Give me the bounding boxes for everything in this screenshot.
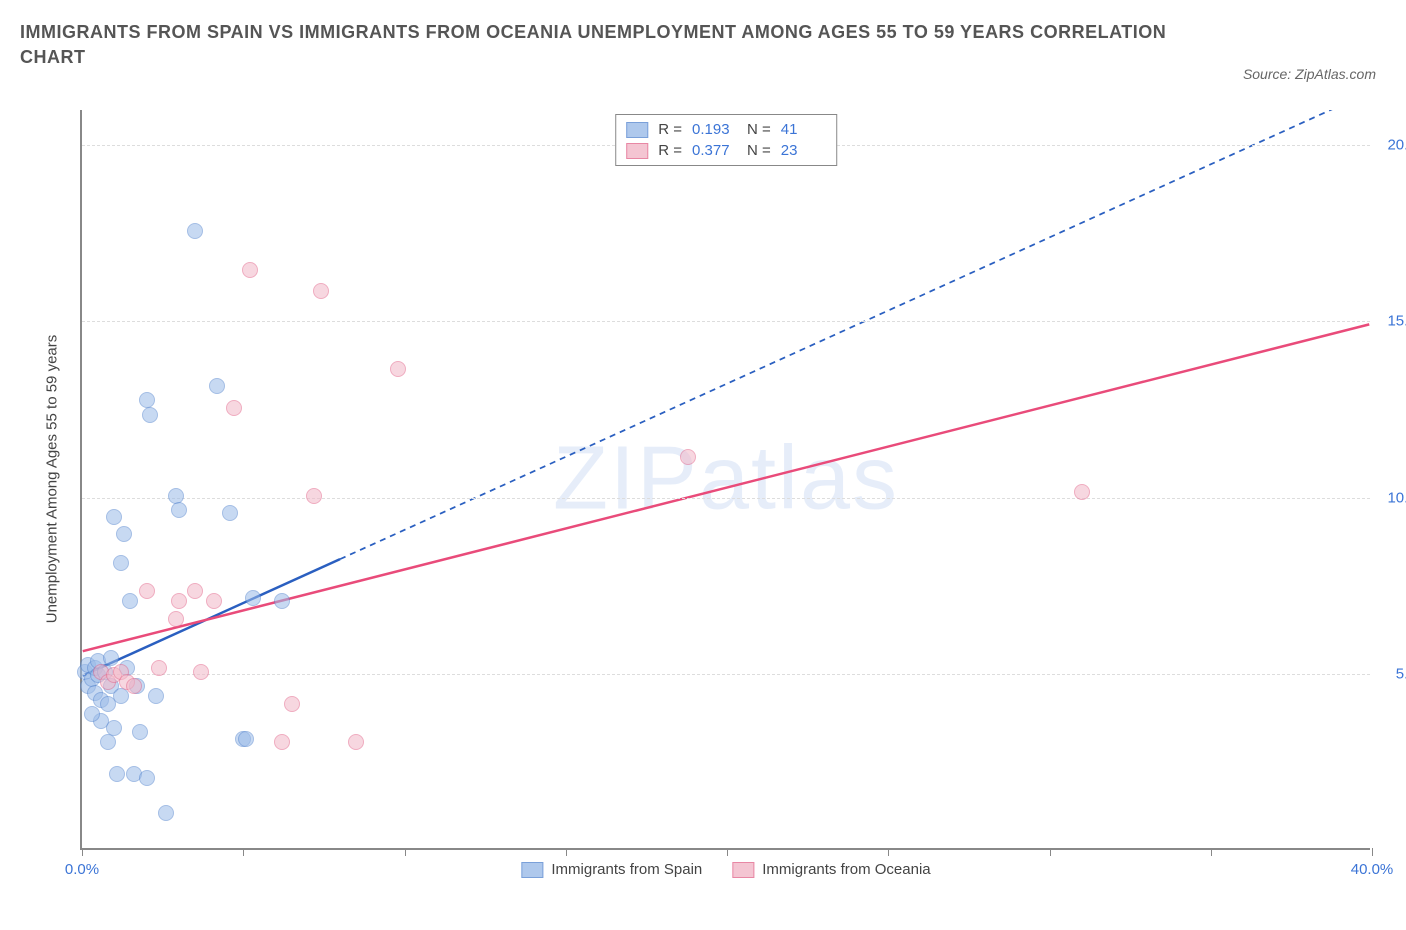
n-label: N = — [747, 121, 771, 138]
x-tick — [1372, 848, 1373, 856]
data-point — [168, 611, 184, 627]
data-point — [348, 734, 364, 750]
data-point — [680, 449, 696, 465]
data-point — [187, 223, 203, 239]
source-attribution: Source: ZipAtlas.com — [1243, 66, 1376, 82]
data-point — [109, 766, 125, 782]
n-value-spain: 41 — [781, 121, 826, 138]
legend-bottom: Immigrants from Spain Immigrants from Oc… — [521, 861, 930, 878]
data-point — [274, 734, 290, 750]
swatch-oceania — [626, 143, 648, 159]
data-point — [1074, 484, 1090, 500]
legend-stats-row-spain: R = 0.193 N = 41 — [626, 119, 826, 140]
data-point — [142, 407, 158, 423]
data-point — [390, 361, 406, 377]
data-point — [158, 805, 174, 821]
data-point — [103, 650, 119, 666]
data-point — [139, 583, 155, 599]
data-point — [226, 400, 242, 416]
data-point — [171, 502, 187, 518]
x-tick — [243, 848, 244, 856]
data-point — [238, 731, 254, 747]
chart-title: IMMIGRANTS FROM SPAIN VS IMMIGRANTS FROM… — [20, 20, 1386, 70]
y-tick-label: 10.0% — [1375, 489, 1406, 506]
r-label: R = — [658, 142, 682, 159]
data-point — [206, 593, 222, 609]
x-tick — [727, 848, 728, 856]
gridline — [82, 321, 1370, 322]
y-axis-label: Unemployment Among Ages 55 to 59 years — [44, 335, 61, 624]
data-point — [100, 734, 116, 750]
data-point — [116, 526, 132, 542]
data-point — [113, 688, 129, 704]
x-tick-label: 0.0% — [65, 861, 99, 878]
legend-stats-box: R = 0.193 N = 41 R = 0.377 N = 23 — [615, 114, 837, 166]
x-tick — [1211, 848, 1212, 856]
data-point — [245, 590, 261, 606]
gridline — [82, 674, 1370, 675]
data-point — [126, 678, 142, 694]
data-point — [187, 583, 203, 599]
data-point — [106, 720, 122, 736]
data-point — [209, 378, 225, 394]
data-point — [274, 593, 290, 609]
n-label: N = — [747, 142, 771, 159]
legend-label-spain: Immigrants from Spain — [551, 861, 702, 878]
data-point — [306, 488, 322, 504]
n-value-oceania: 23 — [781, 142, 826, 159]
gridline — [82, 498, 1370, 499]
correlation-chart: IMMIGRANTS FROM SPAIN VS IMMIGRANTS FROM… — [20, 20, 1386, 910]
x-tick — [888, 848, 889, 856]
legend-item-oceania: Immigrants from Oceania — [732, 861, 930, 878]
y-tick-label: 15.0% — [1375, 313, 1406, 330]
x-tick-label: 40.0% — [1351, 861, 1394, 878]
watermark: ZIPatlas — [553, 428, 899, 531]
r-label: R = — [658, 121, 682, 138]
title-line-1: IMMIGRANTS FROM SPAIN VS IMMIGRANTS FROM… — [20, 22, 1166, 42]
title-line-2: CHART — [20, 47, 86, 67]
data-point — [148, 688, 164, 704]
data-point — [222, 505, 238, 521]
swatch-spain — [521, 862, 543, 878]
x-tick — [405, 848, 406, 856]
data-point — [313, 283, 329, 299]
swatch-oceania — [732, 862, 754, 878]
data-point — [139, 770, 155, 786]
x-tick — [566, 848, 567, 856]
x-tick — [82, 848, 83, 856]
swatch-spain — [626, 122, 648, 138]
data-point — [132, 724, 148, 740]
data-point — [171, 593, 187, 609]
data-point — [242, 262, 258, 278]
x-tick — [1050, 848, 1051, 856]
y-tick-label: 20.0% — [1375, 137, 1406, 154]
y-tick-label: 5.0% — [1375, 665, 1406, 682]
data-point — [193, 664, 209, 680]
r-value-oceania: 0.377 — [692, 142, 737, 159]
data-point — [84, 706, 100, 722]
r-value-spain: 0.193 — [692, 121, 737, 138]
legend-label-oceania: Immigrants from Oceania — [762, 861, 930, 878]
data-point — [122, 593, 138, 609]
data-point — [284, 696, 300, 712]
plot-area: ZIPatlas Unemployment Among Ages 55 to 5… — [80, 110, 1370, 850]
data-point — [106, 509, 122, 525]
legend-stats-row-oceania: R = 0.377 N = 23 — [626, 140, 826, 161]
legend-item-spain: Immigrants from Spain — [521, 861, 702, 878]
data-point — [151, 660, 167, 676]
data-point — [113, 555, 129, 571]
